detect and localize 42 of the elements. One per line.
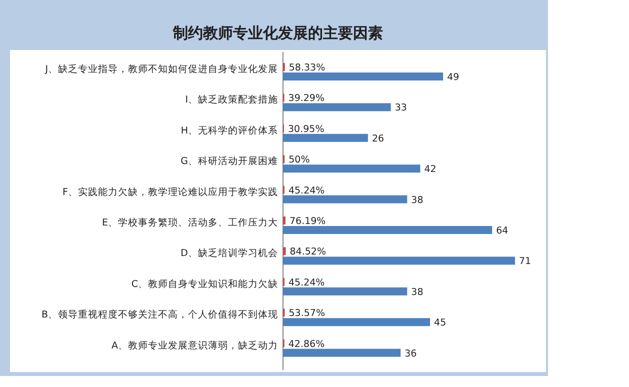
data-label: 26 bbox=[372, 133, 384, 144]
bar bbox=[283, 134, 368, 142]
data-label: 38 bbox=[411, 194, 424, 206]
data-label: 45 bbox=[434, 318, 446, 329]
bar bbox=[283, 256, 515, 265]
data-label: 49 bbox=[447, 72, 460, 83]
y-tick-label: A、教师专业发展意识薄弱，缺乏动力 bbox=[112, 339, 278, 352]
bar bbox=[283, 287, 408, 296]
data-label: 30.95% bbox=[288, 124, 324, 135]
y-tick-label: F、实践能力欠缺，教学理论难以应用于教学实践 bbox=[62, 186, 278, 198]
y-tick-label: E、学校事务繁琐、活动多、工作压力大 bbox=[102, 216, 278, 228]
bar bbox=[283, 195, 408, 204]
data-label: 33 bbox=[394, 102, 407, 114]
chart-title: 制约教师专业化发展的主要因素 bbox=[172, 24, 383, 42]
data-label: 38 bbox=[411, 286, 424, 298]
data-label: 58.33% bbox=[288, 62, 326, 74]
y-tick-label: J、缺乏专业指导，教师不知如何促进自身专业化发展 bbox=[44, 63, 278, 75]
data-label: 53.57% bbox=[288, 308, 325, 320]
bar bbox=[283, 226, 492, 234]
bar bbox=[283, 348, 401, 357]
data-label: 76.19% bbox=[289, 216, 326, 227]
bar bbox=[283, 164, 420, 173]
y-tick-label: C、教师自身专业知识和能力欠缺 bbox=[131, 278, 278, 290]
data-label: 84.52% bbox=[290, 246, 326, 258]
data-label: 42 bbox=[424, 164, 436, 176]
data-label: 45.24% bbox=[288, 277, 325, 288]
bar bbox=[283, 318, 430, 326]
data-label: 39.29% bbox=[288, 93, 325, 104]
y-tick-label: G、科研活动开展困难 bbox=[180, 155, 278, 168]
bar bbox=[283, 72, 444, 80]
bar bbox=[283, 103, 391, 112]
y-tick-label: I、缺乏政策配套措施 bbox=[185, 94, 278, 106]
data-label: 45.24% bbox=[288, 185, 325, 196]
data-label: 64 bbox=[496, 226, 508, 236]
data-label: 36 bbox=[404, 348, 417, 360]
data-label: 71 bbox=[519, 256, 532, 268]
y-tick-label: D、缺乏培训学习机会 bbox=[180, 247, 278, 260]
y-tick-label: B、领导重视程度不够关注不高，个人价值得不到体现 bbox=[41, 308, 278, 321]
data-label: 42.86% bbox=[288, 338, 325, 350]
bar bbox=[283, 247, 286, 256]
data-label: 50% bbox=[288, 154, 310, 166]
y-tick-label: H、无科学的评价体系 bbox=[180, 124, 278, 136]
